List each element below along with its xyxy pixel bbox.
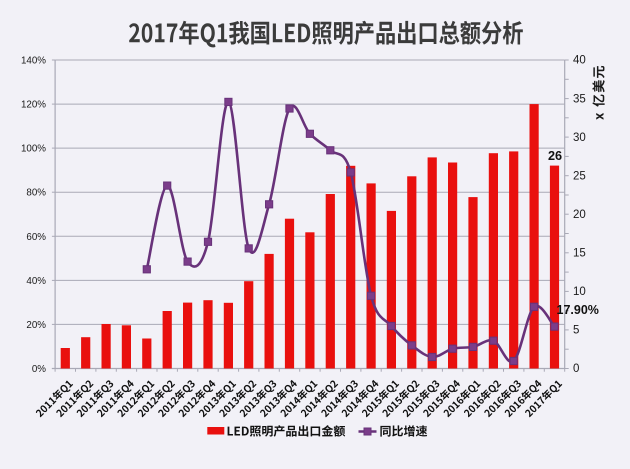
- svg-text:30: 30: [573, 132, 586, 144]
- svg-text:100%: 100%: [21, 144, 46, 155]
- svg-text:40%: 40%: [26, 276, 46, 287]
- svg-text:0%: 0%: [32, 364, 46, 375]
- svg-text:26: 26: [548, 149, 562, 163]
- svg-text:35: 35: [573, 93, 586, 105]
- svg-text:0: 0: [573, 363, 579, 375]
- svg-text:5: 5: [573, 325, 579, 337]
- svg-text:40: 40: [573, 55, 586, 67]
- svg-text:10: 10: [573, 286, 586, 298]
- svg-text:80%: 80%: [26, 188, 46, 199]
- svg-text:25: 25: [573, 170, 586, 182]
- svg-text:20: 20: [573, 209, 586, 221]
- svg-text:15: 15: [573, 248, 586, 260]
- svg-text:20%: 20%: [26, 320, 46, 331]
- svg-text:60%: 60%: [26, 232, 46, 243]
- svg-text:120%: 120%: [21, 100, 46, 111]
- svg-text:140%: 140%: [21, 56, 46, 67]
- svg-text:17.90%: 17.90%: [557, 303, 599, 317]
